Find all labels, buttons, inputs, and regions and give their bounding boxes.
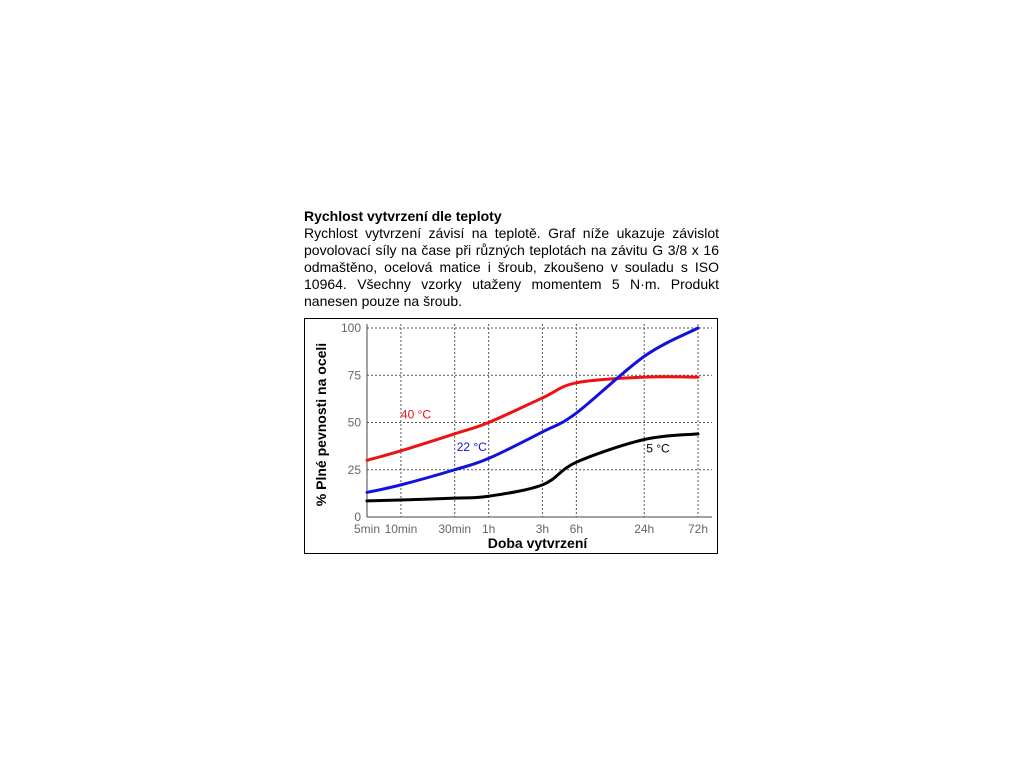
y-tick-label: 100 [341,321,361,335]
x-tick-label: 10min [385,522,418,536]
series-line-1 [365,326,700,494]
x-tick-label: 72h [688,522,708,536]
section-heading: Rychlost vytvrzení dle teploty [304,208,502,224]
x-tick-label: 24h [634,522,654,536]
x-tick-label: 5min [354,522,380,536]
series-line-0 [365,375,700,462]
y-tick-label: 0 [354,510,361,524]
series-label-1: 22 °C [457,440,487,454]
chart-svg: 0 25 50 75 100 5min 10min 30min 1h 3h 6h 24h 72h 40 °… [313,321,712,551]
x-axis-title: Doba vytvrzení [488,535,589,551]
y-tick-label: 75 [348,368,362,382]
x-tick-label: 1h [482,522,495,536]
cure-speed-chart: 0 25 50 75 100 5min 10min 30min 1h 3h 6h 24h 72h 40 °… [304,318,718,554]
x-tick-label: 3h [536,522,549,536]
y-tick-label: 50 [348,416,362,430]
description-block: Rychlost vytvrzení dle teploty Rychlost … [304,207,719,310]
y-axis-title: % Plné pevnosti na oceli [313,343,329,506]
series-label-2: 5 °C [646,442,670,456]
x-tick-label: 6h [570,522,583,536]
x-tick-label: 30min [438,522,471,536]
series-label-0: 40 °C [401,408,431,422]
description-paragraph: Rychlost vytvrzení závisí na teplotě. Gr… [304,225,719,309]
series-line-2 [365,432,700,503]
y-tick-label: 25 [348,463,362,477]
